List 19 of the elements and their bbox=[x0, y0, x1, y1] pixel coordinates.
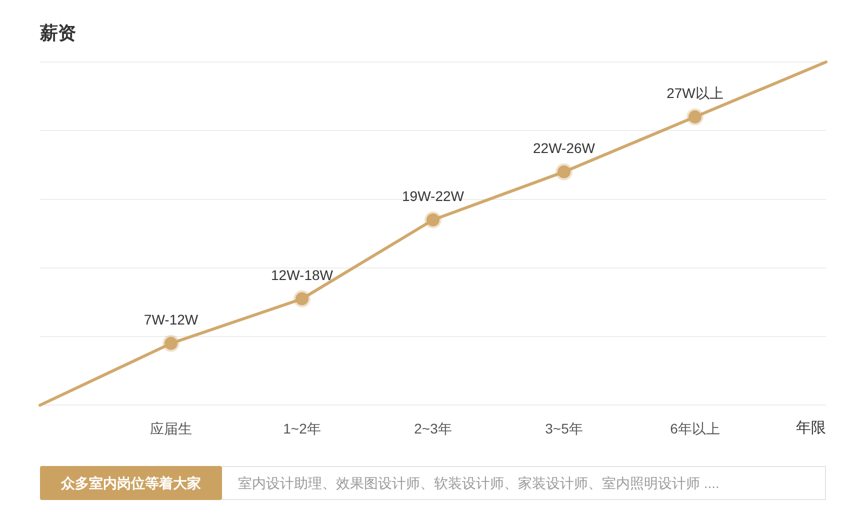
annotation: 22W-26W bbox=[533, 140, 596, 156]
x-axis-title: 年限 bbox=[796, 419, 826, 436]
point bbox=[162, 334, 180, 352]
x-tick-label: 6年以上 bbox=[670, 420, 720, 436]
point bbox=[686, 108, 704, 126]
text: 众多室内岗位等着大家 bbox=[61, 475, 201, 491]
x-tick-label: 3~5年 bbox=[545, 420, 583, 436]
annotation: 19W-22W bbox=[402, 188, 465, 204]
point bbox=[556, 163, 572, 180]
annotation: 27W以上 bbox=[666, 84, 724, 101]
x-tick-label: 应届生 bbox=[150, 420, 192, 436]
point bbox=[424, 211, 442, 228]
chart-title: 薪资 bbox=[40, 23, 76, 43]
annotation: 7W-12W bbox=[144, 311, 199, 328]
text: 室内设计助理、效果图设计师、软装设计师、家装设计师、室内照明设计师 .... bbox=[238, 475, 720, 491]
point bbox=[294, 290, 310, 308]
annotation: 12W-18W bbox=[271, 266, 334, 283]
x-tick-label: 2~3年 bbox=[414, 420, 452, 436]
x-tick-label: 1~2年 bbox=[283, 420, 321, 436]
